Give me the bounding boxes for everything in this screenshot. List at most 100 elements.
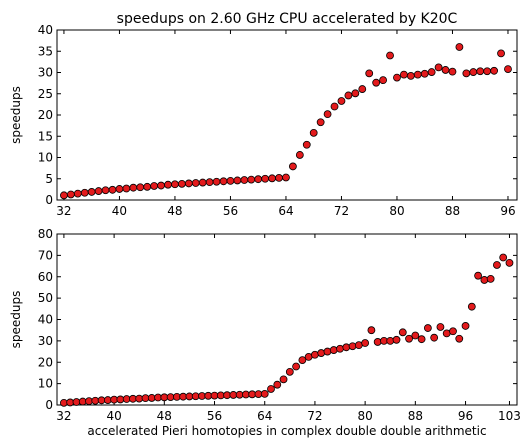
x-tick-label: 40	[112, 204, 127, 218]
y-tick-label: 10	[38, 377, 53, 391]
point	[337, 97, 346, 105]
y-tick-label: 30	[38, 66, 53, 80]
y-tick-label: 5	[45, 172, 53, 186]
point	[348, 342, 357, 351]
point	[406, 72, 415, 80]
y-tick-label: 15	[38, 129, 53, 143]
point	[66, 190, 75, 199]
x-tick-label: 96	[500, 204, 515, 218]
point	[275, 173, 283, 182]
point	[60, 191, 68, 200]
point	[386, 51, 394, 60]
point	[358, 85, 367, 93]
point	[505, 258, 514, 267]
point	[279, 375, 288, 384]
point	[164, 180, 172, 189]
x-tick-label: 103	[498, 409, 521, 423]
point	[143, 182, 152, 191]
point	[212, 177, 221, 186]
point	[295, 151, 304, 159]
y-tick-label: 40	[38, 23, 53, 37]
point	[136, 183, 145, 192]
point	[420, 69, 429, 78]
point	[302, 140, 311, 149]
y-tick-label: 35	[38, 44, 53, 58]
point	[219, 177, 228, 186]
point	[254, 175, 263, 184]
point	[455, 43, 464, 51]
point	[87, 188, 96, 196]
point	[449, 327, 457, 336]
point	[361, 339, 370, 347]
point	[205, 178, 214, 187]
point	[226, 176, 235, 185]
y-tick-label: 60	[38, 270, 53, 284]
point	[480, 276, 489, 284]
x-tick-label: 80	[389, 204, 404, 218]
point	[285, 367, 294, 376]
point	[101, 186, 110, 195]
point	[240, 176, 249, 184]
point	[80, 188, 89, 197]
x-tick-label: 88	[445, 204, 460, 218]
point	[405, 334, 413, 343]
point	[184, 179, 193, 188]
point	[400, 70, 408, 79]
y-tick-label: 50	[38, 291, 53, 305]
point	[469, 68, 478, 76]
point	[292, 362, 300, 371]
point	[448, 67, 457, 76]
point	[247, 175, 256, 184]
point	[393, 73, 401, 82]
point	[367, 326, 376, 335]
point	[330, 102, 339, 111]
point	[373, 338, 382, 346]
point	[329, 346, 338, 354]
point	[273, 380, 282, 389]
point	[499, 253, 508, 262]
point	[486, 274, 495, 283]
point	[417, 335, 426, 344]
x-tick-label: 48	[157, 409, 172, 423]
x-tick-label: 32	[56, 409, 71, 423]
y-tick-label: 40	[38, 313, 53, 327]
point	[441, 66, 450, 74]
point	[461, 322, 470, 330]
y-tick-label: 30	[38, 334, 53, 348]
point	[191, 179, 200, 187]
point	[386, 336, 395, 345]
y-tick-label: 80	[38, 227, 53, 241]
point	[398, 328, 407, 337]
point	[497, 49, 505, 58]
point	[288, 162, 297, 171]
point	[122, 184, 131, 193]
point	[423, 324, 432, 332]
y-tick-label: 0	[45, 398, 53, 412]
point	[115, 185, 124, 193]
point	[493, 261, 501, 269]
point	[260, 389, 269, 398]
point	[267, 385, 275, 393]
x-tick-label: 72	[307, 409, 322, 423]
x-axis-label: accelerated Pieri homotopies in complex …	[87, 424, 486, 438]
y-axis-label: speedups	[9, 86, 23, 144]
point	[365, 69, 374, 78]
point	[483, 67, 492, 76]
point	[150, 182, 159, 190]
x-tick-label: 64	[278, 204, 293, 218]
point	[467, 302, 476, 311]
point	[108, 185, 117, 194]
y-tick-label: 10	[38, 151, 53, 165]
point	[316, 118, 325, 127]
point	[261, 174, 270, 183]
chart-title: speedups on 2.60 GHz CPU accelerated by …	[117, 11, 458, 27]
x-tick-label: 40	[106, 409, 121, 423]
point	[323, 347, 332, 356]
point	[298, 356, 307, 365]
point	[268, 174, 276, 183]
point	[323, 110, 332, 119]
x-tick-label: 96	[458, 409, 473, 423]
point	[157, 181, 165, 190]
y-tick-label: 20	[38, 108, 53, 122]
